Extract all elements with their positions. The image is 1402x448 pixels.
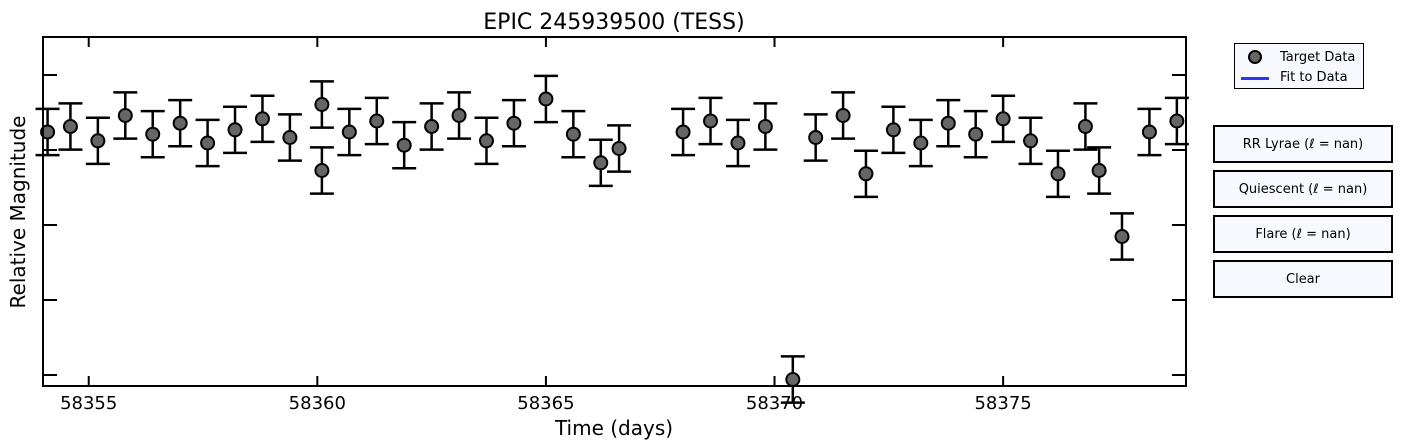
data-point: [1087, 146, 1112, 195]
data-points: [35, 74, 1189, 404]
x-axis-label: Time (days): [554, 416, 673, 440]
data-point: [908, 118, 933, 168]
data-point: [1164, 96, 1189, 146]
data-point: [607, 124, 632, 173]
data-point: [85, 116, 110, 166]
data-point: [58, 102, 83, 151]
data-point: [277, 113, 302, 162]
chart-legend: Target Data Fit to Data: [1234, 43, 1364, 89]
data-point: [195, 118, 220, 168]
data-point: [780, 355, 805, 404]
data-point: [337, 107, 362, 157]
data-point: [698, 96, 723, 146]
data-point: [671, 107, 696, 157]
data-point: [474, 116, 499, 166]
data-point: [392, 120, 417, 170]
rr-lyrae-button[interactable]: RR Lyrae (ℓ = nan): [1213, 125, 1393, 163]
x-tick-label: 58355: [60, 393, 117, 414]
data-point: [725, 118, 750, 168]
data-point: [561, 109, 586, 159]
data-point: [533, 74, 558, 124]
data-point: [753, 102, 778, 151]
x-tick-label: 58375: [974, 393, 1031, 414]
data-point: [309, 146, 334, 195]
data-point: [1045, 149, 1070, 199]
data-point: [140, 109, 165, 159]
quiescent-button[interactable]: Quiescent (ℓ = nan): [1213, 170, 1393, 208]
clear-button[interactable]: Clear: [1213, 260, 1393, 298]
flare-button[interactable]: Flare (ℓ = nan): [1213, 215, 1393, 253]
legend-label: Fit to Data: [1280, 70, 1348, 85]
data-point: [588, 138, 613, 188]
x-tick-label: 58365: [517, 393, 574, 414]
data-point: [447, 91, 472, 140]
x-tick-label: 58360: [289, 393, 346, 414]
axis-ticks: 58355 58360 58365 58370 58375: [43, 37, 1186, 414]
data-point: [250, 94, 275, 144]
line-marker-icon: [1241, 77, 1269, 80]
data-point: [1073, 102, 1098, 151]
circle-marker-icon: [1248, 50, 1262, 64]
legend-label: Target Data: [1280, 50, 1356, 65]
data-point: [1018, 116, 1043, 166]
data-point: [831, 91, 856, 140]
data-point: [881, 105, 906, 155]
data-point: [35, 107, 60, 157]
data-point: [419, 102, 444, 151]
data-point: [853, 149, 878, 199]
data-point: [501, 98, 526, 148]
data-point: [364, 96, 389, 146]
data-point: [1109, 212, 1134, 261]
data-point: [803, 113, 828, 162]
legend-entry-fit: Fit to Data: [1235, 67, 1363, 87]
data-point: [168, 98, 193, 148]
y-axis-label: Relative Magnitude: [6, 116, 30, 309]
x-tick-label: 58370: [746, 393, 803, 414]
data-point: [113, 91, 138, 140]
data-point: [1137, 107, 1162, 157]
chart-title: EPIC 245939500 (TESS): [483, 10, 744, 35]
legend-entry-target: Target Data: [1235, 47, 1363, 67]
data-point: [963, 109, 988, 159]
data-point: [936, 98, 961, 148]
data-point: [223, 105, 248, 155]
plot-frame: [42, 36, 1187, 387]
data-point: [991, 94, 1016, 144]
data-point: [309, 80, 334, 129]
